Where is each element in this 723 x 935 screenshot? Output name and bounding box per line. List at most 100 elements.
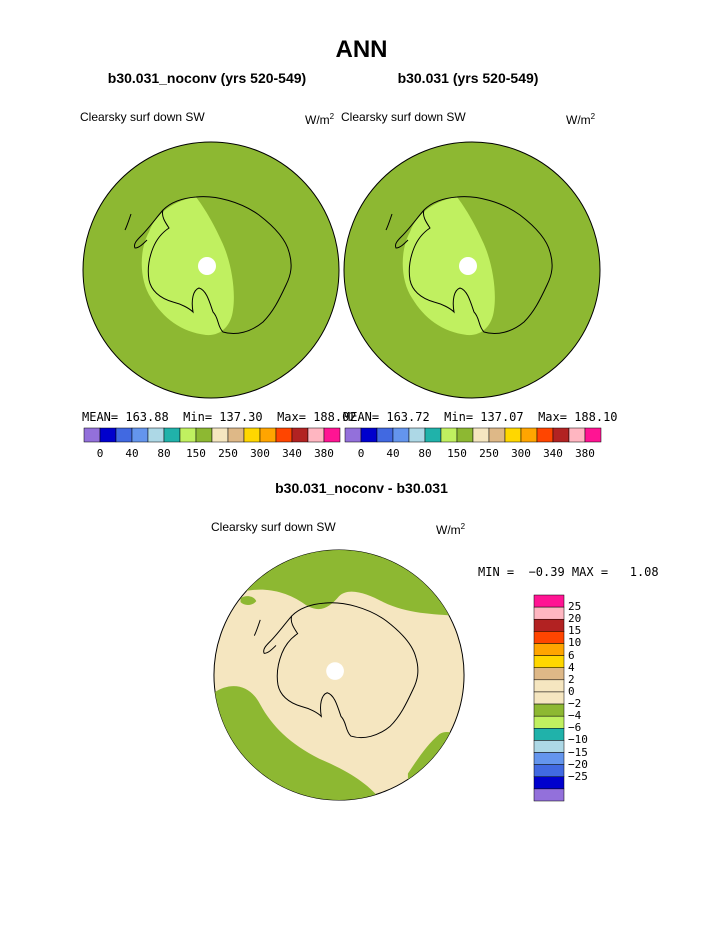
panel-2-colorbar-box — [520, 427, 538, 443]
panel-1-colorbar-box — [147, 427, 165, 443]
difference-colorbar-label: −15 — [568, 745, 588, 759]
difference-colorbar-label: −25 — [568, 769, 588, 783]
difference-colorbar-label: 20 — [568, 612, 582, 626]
panel-1-colorbar-box — [323, 427, 341, 443]
difference-small-green-patch — [240, 596, 257, 605]
panel-1-colorbar-box — [227, 427, 245, 443]
panel-1-colorbar-box — [163, 427, 181, 443]
panel-1-case-title: b30.031_noconv (yrs 520-549) — [107, 70, 307, 86]
panel-2-colorbar-box — [504, 427, 522, 443]
panel-2-colorbar-box — [536, 427, 554, 443]
panel-1-peninsula — [124, 209, 164, 249]
difference-colorbar-box — [533, 679, 565, 693]
panel-1-colorbar-tick: 380 — [314, 447, 334, 460]
difference-colorbar-label: 10 — [568, 636, 582, 650]
panel-2-polar-map — [343, 141, 601, 399]
panel-1-colorbar-box — [115, 427, 133, 443]
difference-stats: MIN = −0.39 MAX = 1.08 — [478, 565, 659, 579]
difference-units: W/m2 — [436, 522, 466, 537]
difference-coastline — [276, 602, 419, 739]
panel-2-colorbar-tick: 340 — [543, 447, 563, 460]
panel-1-colorbar-tick: 340 — [282, 447, 302, 460]
panel-1-colorbar-box — [291, 427, 309, 443]
panel-2-colorbar-box — [360, 427, 378, 443]
panel-1-colorbar-box — [275, 427, 293, 443]
panel-2-stats: MEAN= 163.72 Min= 137.07 Max= 188.10 — [343, 410, 618, 424]
panel-1-polar-map — [82, 141, 340, 399]
difference-colorbar-label: −6 — [568, 721, 582, 735]
difference-colorbar-box — [533, 764, 565, 778]
panel-1-colorbar-ticks: 0 40 80 150 250 300 340 380 — [84, 447, 340, 461]
panel-1-colorbar-box — [195, 427, 213, 443]
panel-1-colorbar-box — [83, 427, 101, 443]
difference-peninsula — [253, 615, 293, 654]
panel-2-colorbar-box — [392, 427, 410, 443]
difference-colorbar-box — [533, 691, 565, 705]
panel-2-colorbar-box — [376, 427, 394, 443]
difference-colorbar-box — [533, 752, 565, 765]
difference-colorbar-box — [533, 606, 565, 620]
panel-1-colorbar-box — [179, 427, 197, 443]
difference-colorbar-label: −4 — [568, 709, 582, 723]
panel-2-colorbar-box — [584, 427, 602, 443]
panel-1-stats: MEAN= 163.88 Min= 137.30 Max= 188.02 — [82, 410, 357, 424]
difference-colorbar-label: 0 — [568, 684, 575, 698]
difference-colorbar-box — [533, 703, 565, 717]
panel-1-colorbar-tick: 150 — [186, 447, 206, 460]
difference-colorbar-box — [533, 776, 565, 790]
panel-1-colorbar-tick: 40 — [125, 447, 139, 460]
figure-title: ANN — [335, 36, 388, 63]
panel-2-peninsula — [385, 209, 425, 249]
panel-2-colorbar-box — [488, 427, 506, 443]
panel-2-colorbar-tick: 150 — [447, 447, 467, 460]
difference-colorbar-box — [533, 728, 565, 741]
panel-1-coastline — [147, 196, 292, 335]
difference-colorbar-label: −10 — [568, 733, 588, 747]
panel-1-colorbar-tick: 0 — [96, 447, 104, 460]
difference-colorbar-label: 4 — [568, 660, 575, 674]
panel-1-colorbar-box — [259, 427, 277, 443]
panel-2-colorbar-box — [552, 427, 570, 443]
panel-1-colorbar-box — [307, 427, 325, 443]
difference-colorbar — [533, 594, 565, 802]
panel-2-colorbar-box — [472, 427, 490, 443]
panel-2-colorbar-ticks: 0 40 80 150 250 300 340 380 — [345, 447, 601, 461]
panel-1-colorbar-box — [99, 427, 117, 443]
panel-2-colorbar — [344, 427, 602, 443]
panel-1-colorbar-tick: 80 — [157, 447, 171, 460]
panel-2-colorbar-tick: 0 — [357, 447, 365, 460]
panel-2-coastline — [408, 196, 553, 335]
panel-2-case-title: b30.031 (yrs 520-549) — [397, 70, 539, 86]
difference-pole-hole — [326, 662, 344, 680]
difference-colorbar-label: −20 — [568, 757, 588, 771]
difference-colorbar-label: 6 — [568, 648, 575, 662]
panel-2-colorbar-tick: 80 — [418, 447, 432, 460]
difference-colorbar-box — [533, 667, 565, 681]
difference-colorbar-box — [533, 788, 565, 802]
panel-2-colorbar-box — [408, 427, 426, 443]
difference-colorbar-box — [533, 715, 565, 729]
difference-variable-label: Clearsky surf down SW — [211, 520, 336, 534]
panel-2-colorbar-tick: 250 — [479, 447, 499, 460]
difference-colorbar-label: 25 — [568, 600, 582, 614]
panel-2-colorbar-box — [344, 427, 362, 443]
panel-2-units: W/m2 — [566, 112, 596, 127]
difference-colorbar-box — [533, 618, 565, 632]
difference-colorbar-box — [533, 655, 565, 668]
panel-2-colorbar-tick: 40 — [386, 447, 400, 460]
panel-1-colorbar-tick: 300 — [250, 447, 270, 460]
panel-1-colorbar-tick: 250 — [218, 447, 238, 460]
panel-2-colorbar-tick: 380 — [575, 447, 595, 460]
difference-colorbar-box — [533, 643, 565, 656]
difference-title: b30.031_noconv - b30.031 — [275, 480, 448, 496]
panel-2-colorbar-tick: 300 — [511, 447, 531, 460]
panel-2-variable-label: Clearsky surf down SW — [341, 110, 466, 124]
panel-1-colorbar-box — [243, 427, 261, 443]
panel-1-colorbar — [83, 427, 341, 443]
panel-1-colorbar-box — [211, 427, 229, 443]
difference-colorbar-label: 15 — [568, 624, 582, 638]
difference-colorbar-box — [533, 594, 565, 608]
panel-1-pole-hole — [198, 257, 216, 275]
difference-colorbar-labels: 25 20 15 10 6 4 2 0 −2 −4 −6 −10 −15 −20 −25 — [568, 595, 608, 801]
panel-2-colorbar-box — [568, 427, 586, 443]
